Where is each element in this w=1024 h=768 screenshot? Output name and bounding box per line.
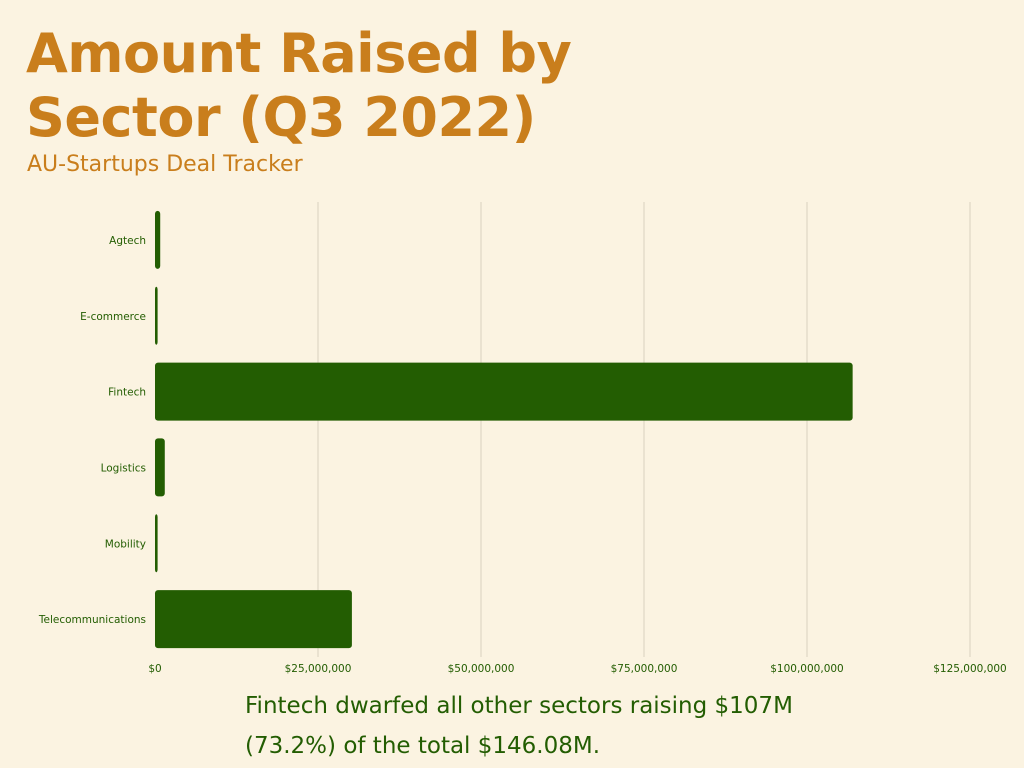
- category-labels: Agtech E-commerce Fintech Logistics Mobility…: [38, 235, 146, 626]
- x-tick-label: $125,000,000: [933, 663, 1006, 675]
- insight-caption: Fintech dwarfed all other sectors raisin…: [245, 693, 793, 759]
- gridlines: [317, 202, 971, 657]
- bar-chart: Agtech E-commerce Fintech Logistics Mobility…: [38, 202, 1007, 675]
- bar-agtech: [155, 210, 161, 269]
- x-axis-ticks: $0 $25,000,000 $50,000,000 $75,000,000 $100,…: [148, 663, 1006, 675]
- bar-e-commerce: [155, 286, 158, 345]
- bar-mobility: [155, 514, 158, 573]
- x-tick-label: $0: [148, 663, 161, 675]
- x-tick-label: $25,000,000: [285, 663, 352, 675]
- category-label: Telecommunications: [38, 614, 146, 626]
- category-label: Agtech: [109, 235, 146, 247]
- x-tick-label: $50,000,000: [448, 663, 515, 675]
- chart-title: Amount Raised by Sector (Q3 2022): [26, 22, 572, 149]
- category-label: Fintech: [108, 387, 146, 399]
- bar-telecommunications: [155, 590, 352, 649]
- category-label: Mobility: [105, 538, 146, 550]
- category-label: Logistics: [101, 462, 146, 474]
- x-tick-label: $100,000,000: [770, 663, 843, 675]
- x-tick-label: $75,000,000: [611, 663, 678, 675]
- bars: [155, 210, 853, 649]
- bar-fintech: [155, 362, 853, 421]
- chart-subtitle: AU-Startups Deal Tracker: [27, 152, 303, 177]
- bar-logistics: [155, 438, 165, 497]
- category-label: E-commerce: [80, 311, 146, 323]
